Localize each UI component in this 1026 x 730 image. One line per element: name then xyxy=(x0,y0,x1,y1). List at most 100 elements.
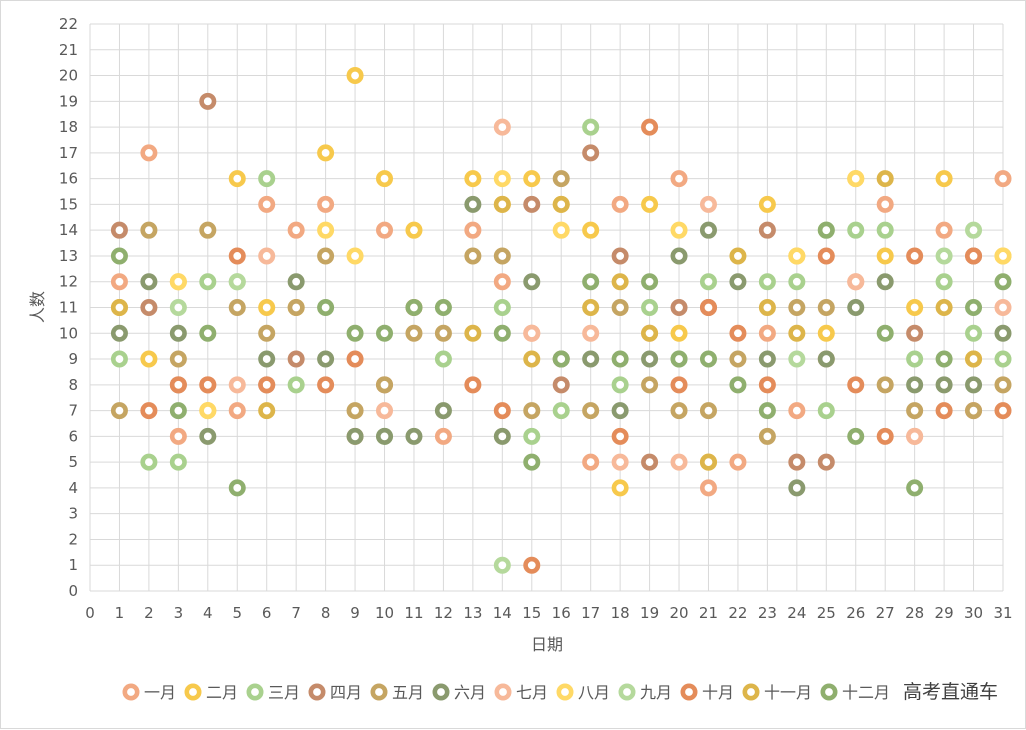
legend[interactable]: 一月 二月 三月 四月 五月 六月 七月 八月 九月 十月 十一月 十二月 xyxy=(122,683,890,702)
data-point xyxy=(994,350,1012,368)
data-point xyxy=(906,298,924,316)
series-10 xyxy=(140,118,1012,574)
data-point xyxy=(287,376,305,394)
x-tick-label: 17 xyxy=(581,604,600,622)
tick-labels: 0 1 2 3 4 5 6 7 8 9 10 11 12 13 14 15 16 17 18 19 20 21 22 23 24… xyxy=(59,15,1013,622)
data-point xyxy=(699,479,717,497)
data-point xyxy=(729,453,747,471)
data-point xyxy=(847,376,865,394)
data-point xyxy=(552,376,570,394)
data-point xyxy=(847,170,865,188)
x-tick-label: 23 xyxy=(758,604,777,622)
x-tick-label: 7 xyxy=(291,604,301,622)
data-point xyxy=(199,273,217,291)
legend-item[interactable]: 十一月 xyxy=(742,683,812,702)
data-point xyxy=(199,427,217,445)
data-point xyxy=(464,170,482,188)
x-tick-label: 0 xyxy=(85,604,95,622)
data-point xyxy=(434,298,452,316)
data-point xyxy=(464,221,482,239)
data-point xyxy=(405,324,423,342)
legend-item[interactable]: 五月 xyxy=(370,683,424,702)
data-point xyxy=(876,273,894,291)
y-tick-label: 20 xyxy=(59,67,78,85)
data-point xyxy=(965,402,983,420)
legend-label: 十二月 xyxy=(842,683,890,702)
data-point xyxy=(523,170,541,188)
y-tick-label: 8 xyxy=(68,376,78,394)
data-point xyxy=(788,350,806,368)
data-point xyxy=(228,170,246,188)
data-point xyxy=(906,427,924,445)
legend-item[interactable]: 九月 xyxy=(618,683,672,702)
data-point xyxy=(346,402,364,420)
data-point xyxy=(552,402,570,420)
data-point xyxy=(935,273,953,291)
data-point xyxy=(523,195,541,213)
data-point xyxy=(935,350,953,368)
legend-item[interactable]: 二月 xyxy=(184,683,238,702)
data-point xyxy=(611,402,629,420)
series-7 xyxy=(228,118,1012,471)
legend-item[interactable]: 四月 xyxy=(308,683,362,702)
y-tick-label: 3 xyxy=(68,505,78,523)
data-point xyxy=(140,273,158,291)
legend-marker xyxy=(680,683,698,701)
legend-item[interactable]: 一月 xyxy=(122,683,176,702)
legend-marker xyxy=(432,683,450,701)
data-point xyxy=(935,402,953,420)
data-point xyxy=(611,479,629,497)
data-point xyxy=(699,195,717,213)
data-point xyxy=(169,453,187,471)
series-9 xyxy=(169,221,983,574)
x-tick-label: 12 xyxy=(434,604,453,622)
data-point xyxy=(788,453,806,471)
data-point xyxy=(994,170,1012,188)
legend-item[interactable]: 十二月 xyxy=(820,683,890,702)
data-point xyxy=(699,221,717,239)
data-point xyxy=(788,402,806,420)
data-point xyxy=(847,427,865,445)
data-point xyxy=(199,221,217,239)
data-point xyxy=(552,195,570,213)
data-point xyxy=(258,324,276,342)
data-point xyxy=(670,170,688,188)
data-point xyxy=(847,221,865,239)
legend-item[interactable]: 三月 xyxy=(246,683,300,702)
data-point xyxy=(493,427,511,445)
legend-item[interactable]: 七月 xyxy=(494,683,548,702)
legend-item[interactable]: 六月 xyxy=(432,683,486,702)
data-point xyxy=(817,324,835,342)
legend-marker xyxy=(556,683,574,701)
x-tick-label: 25 xyxy=(817,604,836,622)
data-point xyxy=(523,324,541,342)
data-point xyxy=(523,427,541,445)
data-point xyxy=(317,247,335,265)
data-point xyxy=(611,376,629,394)
data-point xyxy=(552,170,570,188)
data-point xyxy=(434,427,452,445)
data-point xyxy=(906,324,924,342)
data-point xyxy=(228,376,246,394)
data-point xyxy=(346,247,364,265)
x-tick-label: 14 xyxy=(493,604,512,622)
legend-item[interactable]: 十月 xyxy=(680,683,734,702)
data-point xyxy=(110,273,128,291)
data-point xyxy=(434,350,452,368)
data-point xyxy=(582,118,600,136)
legend-label: 二月 xyxy=(206,683,238,702)
data-point xyxy=(376,221,394,239)
data-point xyxy=(788,298,806,316)
y-tick-label: 11 xyxy=(59,299,78,317)
data-point xyxy=(611,273,629,291)
data-point xyxy=(376,402,394,420)
legend-label: 一月 xyxy=(144,683,176,702)
x-tick-label: 8 xyxy=(321,604,331,622)
data-point xyxy=(670,402,688,420)
data-point xyxy=(670,221,688,239)
legend-item[interactable]: 八月 xyxy=(556,683,610,702)
data-point xyxy=(110,221,128,239)
legend-marker xyxy=(184,683,202,701)
legend-label: 四月 xyxy=(330,683,362,702)
data-point xyxy=(788,324,806,342)
